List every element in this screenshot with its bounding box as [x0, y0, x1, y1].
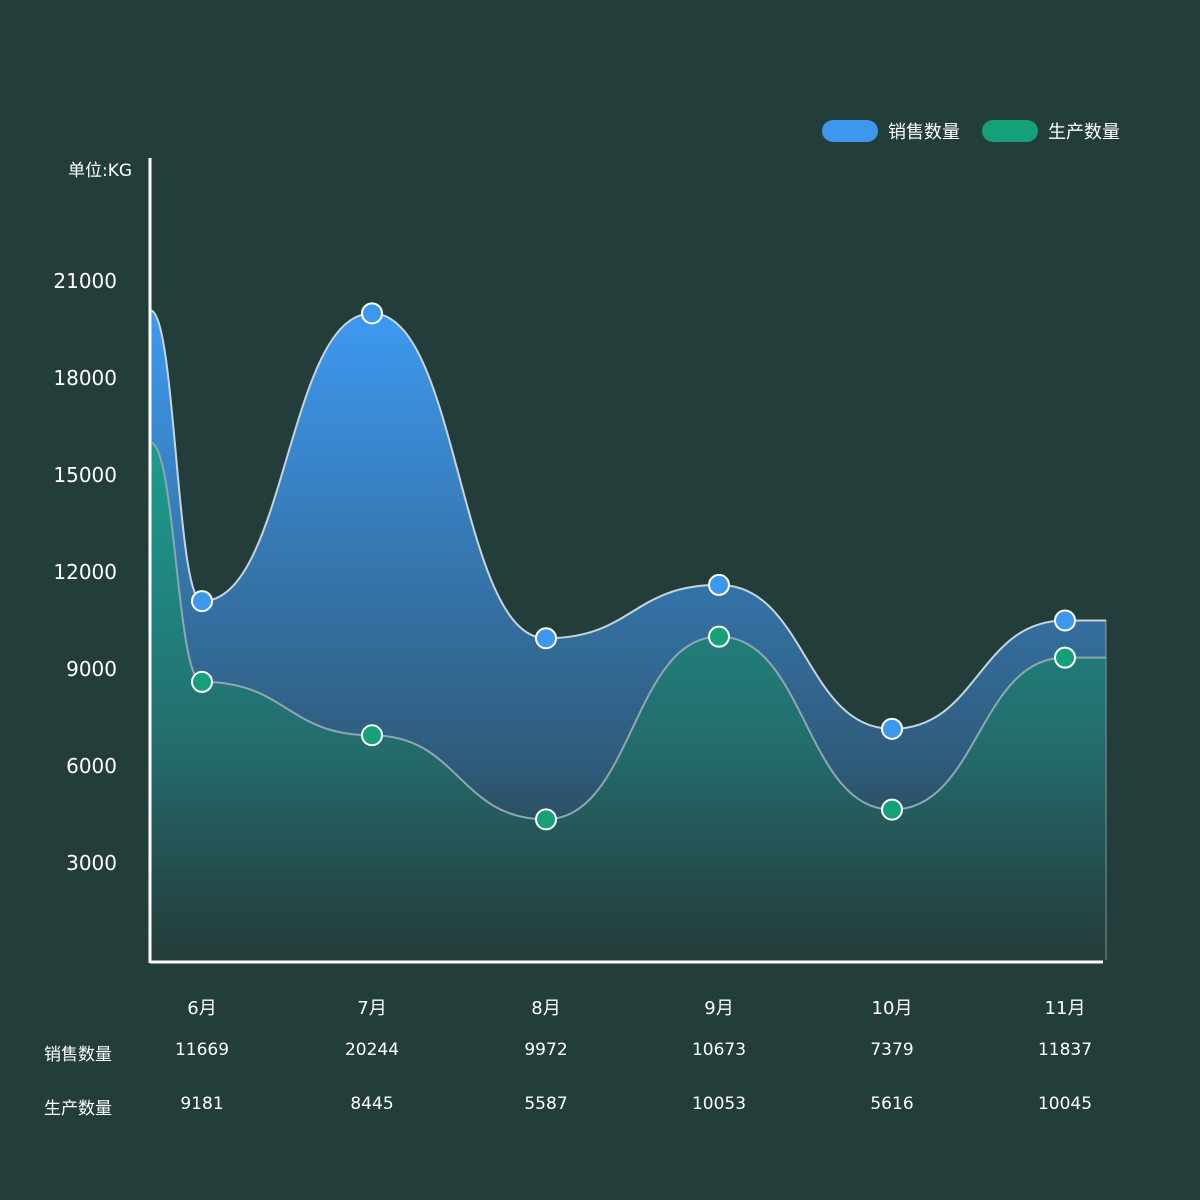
chart-axes [148, 158, 1103, 964]
series-points [191, 302, 1076, 831]
table-row-label-production: 生产数量 [44, 1099, 112, 1119]
x-tick-label: 9月 [704, 998, 734, 1019]
legend-swatch-sales [822, 120, 878, 142]
table-row-label-sales: 销售数量 [44, 1045, 112, 1065]
table-cell-sales: 11669 [174, 1040, 230, 1060]
x-tick-label: 6月 [187, 998, 217, 1019]
y-tick-label: 21000 [53, 269, 117, 293]
table-cell-production: 10053 [691, 1094, 747, 1114]
y-tick-label: 6000 [66, 754, 117, 778]
table-cell-sales: 7379 [870, 1040, 914, 1060]
point-sales[interactable] [361, 302, 383, 325]
series-areas [149, 309, 1107, 961]
y-tick-label: 12000 [53, 560, 117, 584]
table-cell-sales: 20244 [344, 1040, 400, 1060]
legend-item-production[interactable]: 生产数量 [982, 118, 1120, 144]
table-cell-production: 5587 [524, 1094, 568, 1114]
point-sales[interactable] [1054, 609, 1076, 632]
point-production[interactable] [881, 798, 903, 821]
y-tick-labels: 3000 6000 9000 12000 15000 18000 21000 [53, 269, 117, 875]
table-cell-production: 8445 [350, 1094, 394, 1114]
point-sales[interactable] [708, 573, 730, 596]
table-cell-sales: 9972 [524, 1040, 568, 1060]
x-tick-label: 8月 [531, 998, 561, 1019]
table-cell-production: 5616 [870, 1094, 914, 1114]
y-tick-label: 3000 [66, 851, 117, 875]
table-cell-sales: 10673 [691, 1040, 747, 1060]
y-tick-label: 15000 [53, 463, 117, 487]
legend-swatch-production [982, 120, 1038, 142]
point-production[interactable] [191, 670, 213, 693]
table-cell-production: 10045 [1037, 1094, 1093, 1114]
point-sales[interactable] [881, 717, 903, 740]
point-production[interactable] [361, 724, 383, 747]
point-production[interactable] [708, 625, 730, 648]
point-production[interactable] [1054, 646, 1076, 669]
y-tick-label: 18000 [53, 366, 117, 390]
legend-item-sales[interactable]: 销售数量 [822, 118, 960, 144]
legend: 销售数量 生产数量 [822, 118, 1120, 144]
table-cell-production: 9181 [180, 1094, 224, 1114]
legend-label-production: 生产数量 [1048, 122, 1120, 143]
y-tick-label: 9000 [66, 657, 117, 681]
point-sales[interactable] [535, 627, 557, 650]
point-production[interactable] [535, 808, 557, 831]
area-production [150, 442, 1106, 961]
y-axis-unit-label: 单位:KG [68, 161, 133, 181]
x-tick-label: 11月 [1044, 998, 1086, 1019]
x-tick-label: 7月 [357, 998, 387, 1019]
legend-label-sales: 销售数量 [888, 122, 960, 143]
point-sales[interactable] [191, 590, 213, 613]
x-tick-label: 10月 [871, 998, 913, 1019]
table-cell-sales: 11837 [1037, 1040, 1093, 1060]
